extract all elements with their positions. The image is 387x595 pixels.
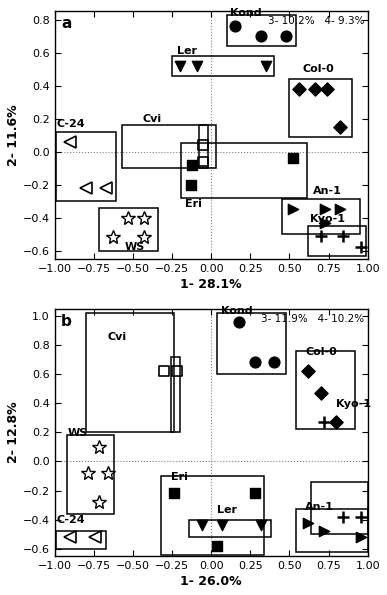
Point <box>312 84 318 93</box>
Point <box>219 521 225 530</box>
Text: C-24: C-24 <box>56 515 85 525</box>
Point <box>322 218 329 227</box>
Point <box>336 122 342 131</box>
Bar <box>172 56 274 76</box>
Bar <box>296 351 355 430</box>
Bar <box>199 125 208 168</box>
Text: An-1: An-1 <box>305 502 334 512</box>
Bar <box>308 226 366 255</box>
Point <box>171 488 177 498</box>
Bar <box>99 208 158 250</box>
Text: Kond: Kond <box>230 8 262 18</box>
Point <box>252 358 258 367</box>
X-axis label: 1- 28.1%: 1- 28.1% <box>180 278 242 291</box>
Text: Ler: Ler <box>217 505 238 515</box>
Point <box>358 512 365 521</box>
Point <box>258 32 264 41</box>
Point <box>318 389 324 398</box>
Point <box>296 84 302 93</box>
Point <box>318 231 324 240</box>
Point <box>231 21 238 31</box>
Point <box>174 367 180 376</box>
Point <box>199 521 205 530</box>
Text: WS: WS <box>67 428 87 438</box>
Text: 3- 10.2%   4- 9.3%: 3- 10.2% 4- 9.3% <box>268 16 365 26</box>
Point <box>194 61 200 71</box>
Point <box>358 243 365 252</box>
Point <box>322 205 329 214</box>
Point <box>305 367 312 376</box>
Text: WS: WS <box>125 242 146 252</box>
Point <box>340 512 346 521</box>
Point <box>263 61 269 71</box>
Point <box>324 84 330 93</box>
Y-axis label: 2- 11.6%: 2- 11.6% <box>7 104 20 166</box>
Point <box>321 417 327 427</box>
Point <box>200 156 207 166</box>
Text: a: a <box>61 16 71 32</box>
Text: C-24: C-24 <box>56 118 85 129</box>
Bar <box>312 482 368 534</box>
Point <box>305 518 312 527</box>
Text: Eri: Eri <box>171 472 187 482</box>
Bar <box>217 313 286 374</box>
Text: Kyo-1: Kyo-1 <box>336 399 372 409</box>
Bar <box>189 519 271 537</box>
Point <box>340 231 346 240</box>
Text: Kond: Kond <box>221 306 252 316</box>
Bar <box>67 435 114 514</box>
Text: 3- 11.9%   4- 10.2%: 3- 11.9% 4- 10.2% <box>262 314 365 324</box>
Bar <box>282 199 360 234</box>
Point <box>289 205 296 214</box>
Point <box>177 61 183 71</box>
Point <box>321 527 327 536</box>
Point <box>252 488 258 498</box>
Point <box>189 160 195 170</box>
Text: Cvi: Cvi <box>142 114 161 124</box>
Point <box>271 358 277 367</box>
Bar <box>56 531 106 549</box>
Point <box>283 32 289 41</box>
Bar <box>227 15 296 46</box>
Text: An-1: An-1 <box>313 186 342 196</box>
Point <box>358 533 365 542</box>
Bar <box>86 313 174 433</box>
X-axis label: 1- 26.0%: 1- 26.0% <box>180 575 242 588</box>
Point <box>289 154 296 163</box>
Bar <box>296 509 368 552</box>
Text: b: b <box>61 314 72 328</box>
Bar <box>161 476 264 555</box>
Text: Cvi: Cvi <box>108 332 127 342</box>
Y-axis label: 2- 12.8%: 2- 12.8% <box>7 402 20 463</box>
Point <box>333 417 339 427</box>
Text: Col-0: Col-0 <box>305 347 337 356</box>
Point <box>188 180 194 189</box>
Bar <box>289 79 352 137</box>
Text: Kyo-1: Kyo-1 <box>310 214 345 224</box>
Bar <box>171 356 180 433</box>
Point <box>200 140 207 150</box>
Point <box>214 541 221 550</box>
Point <box>336 205 342 214</box>
Bar <box>182 143 307 198</box>
Bar <box>56 132 116 201</box>
Bar <box>122 125 216 168</box>
Text: Col-0: Col-0 <box>302 64 334 74</box>
Text: Ler: Ler <box>177 46 197 56</box>
Point <box>236 317 243 327</box>
Point <box>161 367 167 376</box>
Point <box>258 521 264 530</box>
Text: Eri: Eri <box>185 199 202 209</box>
